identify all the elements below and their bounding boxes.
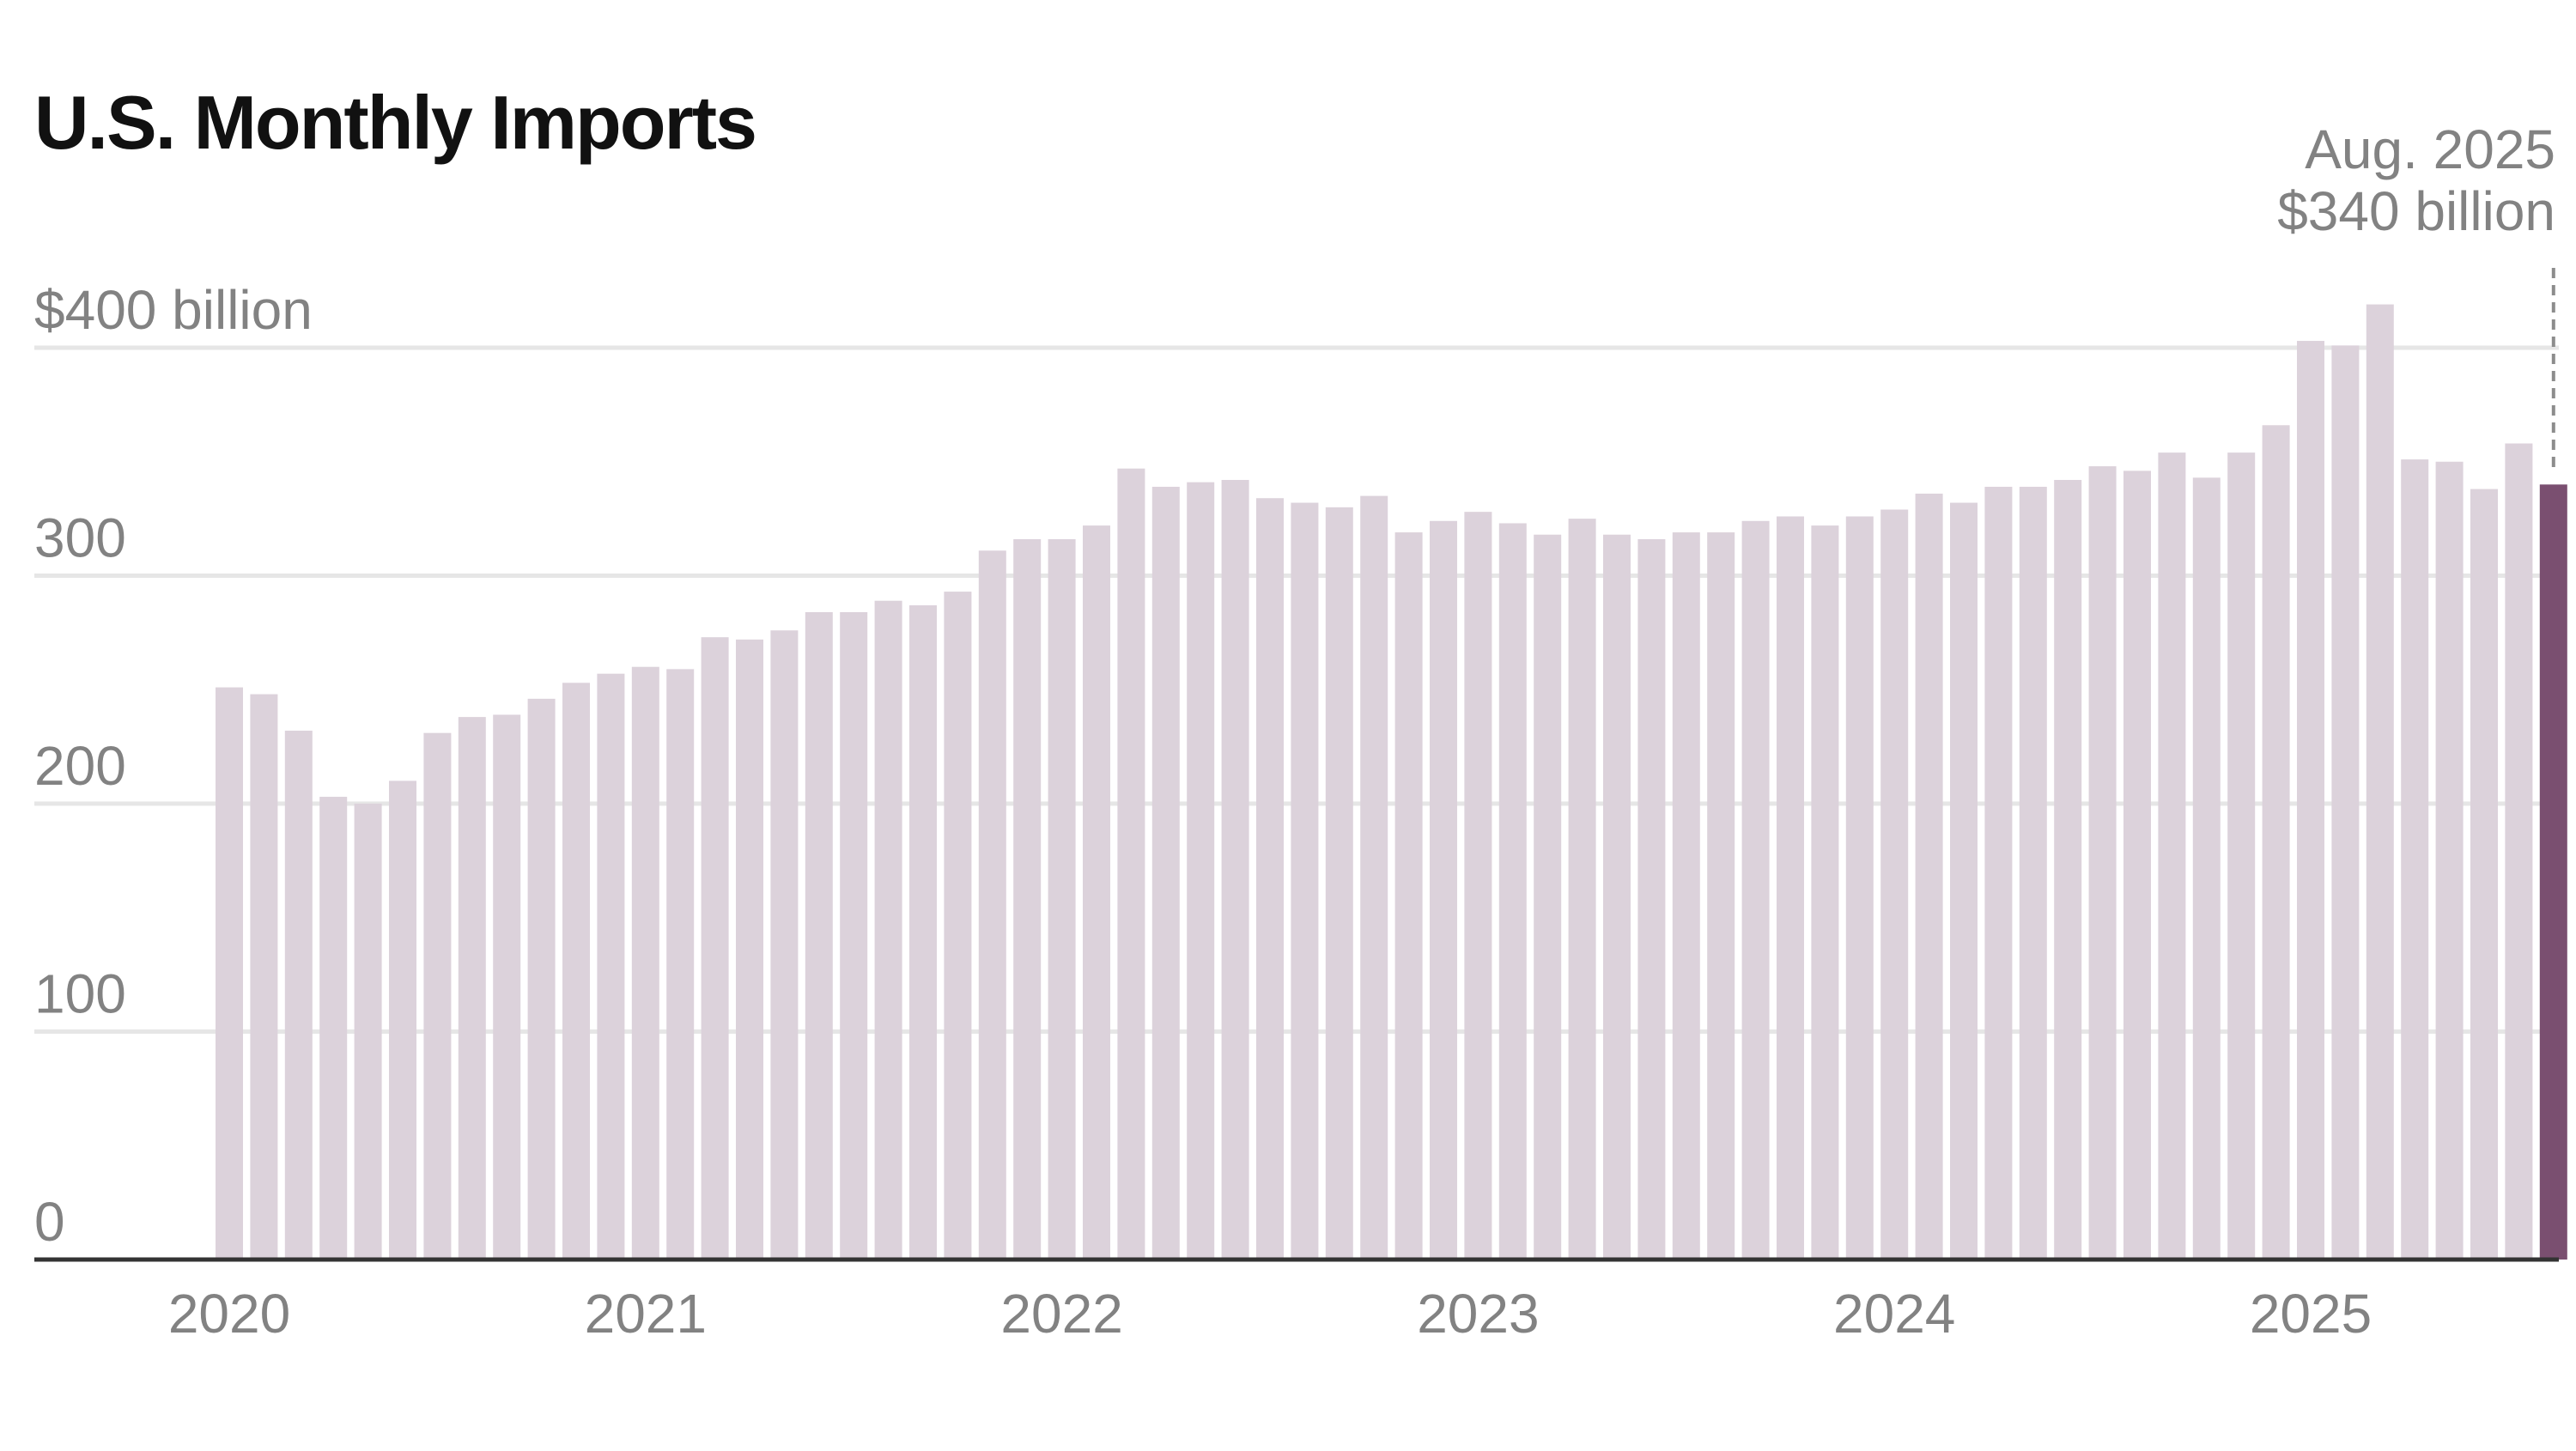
bar (2297, 341, 2324, 1260)
x-tick-label: 2022 (1000, 1283, 1122, 1345)
chart-title: U.S. Monthly Imports (34, 80, 757, 165)
bar (1013, 539, 1042, 1260)
x-axis-labels: 2020 2021 2022 2023 2024 2025 (168, 1283, 2372, 1345)
bar (1950, 502, 1978, 1260)
x-tick-label: 2021 (585, 1283, 707, 1345)
bar (1568, 519, 1596, 1260)
x-tick-label: 2023 (1417, 1283, 1539, 1345)
bar (250, 694, 278, 1260)
bar (319, 797, 348, 1260)
bar (2470, 489, 2498, 1260)
bar (770, 630, 799, 1260)
bar (2019, 486, 2047, 1260)
bar (1430, 520, 1457, 1260)
bar (1256, 498, 1284, 1260)
bar (1151, 486, 1180, 1260)
bar (2088, 466, 2117, 1260)
bar (1845, 516, 1874, 1260)
bar (1221, 479, 1249, 1260)
bar (701, 637, 729, 1260)
bar (2366, 304, 2394, 1260)
y-tick-label: 300 (34, 507, 126, 569)
bar (1741, 520, 1770, 1260)
bar (2401, 459, 2429, 1260)
bar (1464, 512, 1492, 1260)
y-tick-label: $400 billion (34, 279, 313, 341)
bar (2158, 452, 2186, 1260)
bar (874, 600, 902, 1260)
bar (527, 698, 556, 1260)
bar (2054, 479, 2082, 1260)
bar (1187, 482, 1215, 1260)
bar (978, 550, 1006, 1260)
bar (944, 592, 972, 1260)
bar (2192, 477, 2221, 1260)
bar (1672, 532, 1700, 1260)
bar (909, 605, 937, 1260)
bar (2435, 461, 2464, 1260)
bar (736, 639, 763, 1260)
bar-highlighted (2539, 484, 2567, 1260)
bar (1360, 495, 1388, 1260)
bar (1707, 532, 1735, 1260)
bar (493, 714, 521, 1260)
bar (1915, 493, 1943, 1260)
bar (805, 611, 833, 1260)
bar (562, 683, 590, 1260)
bar (1637, 539, 1666, 1260)
bar (1083, 525, 1110, 1260)
bar (1811, 525, 1839, 1260)
x-tick-label: 2025 (2250, 1283, 2372, 1345)
latest-value-annotation: Aug. 2025$340 billion (2277, 118, 2555, 473)
bar (1048, 539, 1076, 1260)
bar (389, 780, 416, 1260)
bar (1534, 534, 1562, 1260)
bar (1291, 502, 1319, 1260)
bar (284, 731, 313, 1260)
bar (2262, 425, 2290, 1260)
annotation-label: $340 billion (2277, 180, 2555, 242)
annotation-label: Aug. 2025 (2305, 118, 2555, 180)
bar (423, 732, 452, 1260)
bar (597, 673, 625, 1260)
bars (216, 304, 2567, 1260)
bar (1880, 509, 1909, 1260)
x-tick-label: 2020 (168, 1283, 290, 1345)
bar (1498, 523, 1527, 1260)
bar (2227, 452, 2256, 1260)
bar (666, 669, 695, 1260)
bar (216, 687, 243, 1260)
y-tick-label: 100 (34, 963, 126, 1025)
bar (1117, 468, 1145, 1260)
bar (354, 804, 382, 1260)
bar (1325, 507, 1353, 1260)
bar (1777, 516, 1804, 1260)
y-tick-label: 0 (34, 1191, 65, 1253)
bar (1984, 486, 2013, 1260)
bar (1394, 532, 1423, 1260)
bar (840, 611, 868, 1260)
y-axis-labels: $400 billion 300 200 100 0 (34, 279, 313, 1253)
y-tick-label: 200 (34, 735, 126, 797)
x-tick-label: 2024 (1833, 1283, 1955, 1345)
bar (2505, 443, 2533, 1260)
bar (631, 666, 659, 1260)
bar (1603, 534, 1631, 1260)
bar (2123, 471, 2151, 1260)
bar (2331, 345, 2360, 1260)
bar (458, 717, 486, 1260)
